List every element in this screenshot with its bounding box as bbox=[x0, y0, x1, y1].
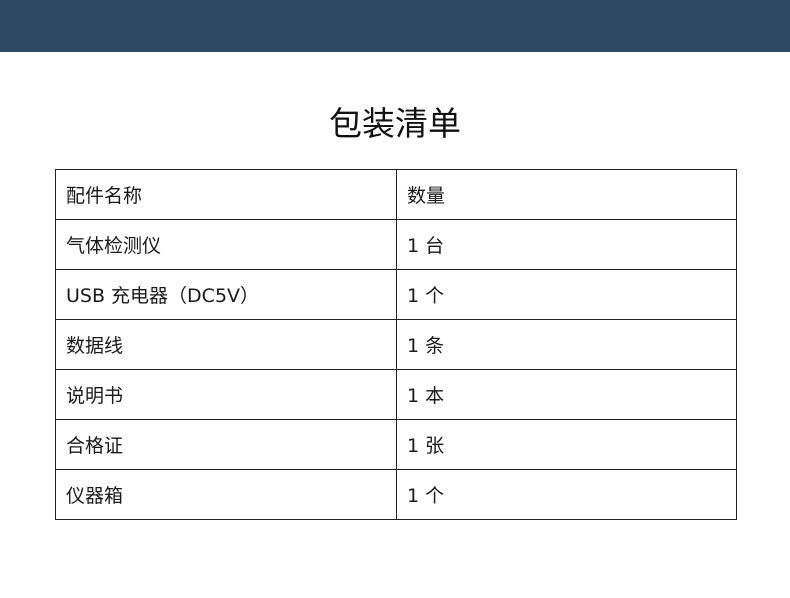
table-row: 仪器箱 1 个 bbox=[55, 469, 737, 520]
table-header-row: 配件名称 数量 bbox=[55, 169, 737, 220]
item-name: 说明书 bbox=[55, 369, 397, 420]
header-quantity: 数量 bbox=[396, 169, 737, 220]
item-quantity: 1 台 bbox=[396, 219, 737, 270]
item-name: 数据线 bbox=[55, 319, 397, 370]
packing-list-table: 配件名称 数量 气体检测仪 1 台 USB 充电器（DC5V） 1 个 数据线 … bbox=[55, 169, 737, 520]
item-name: 仪器箱 bbox=[55, 469, 397, 520]
item-quantity: 1 个 bbox=[396, 469, 737, 520]
item-quantity: 1 条 bbox=[396, 319, 737, 370]
item-name: USB 充电器（DC5V） bbox=[55, 269, 397, 320]
page-title: 包装清单 bbox=[329, 104, 461, 143]
item-name: 合格证 bbox=[55, 419, 397, 470]
header-bar bbox=[0, 0, 790, 52]
table-row: 说明书 1 本 bbox=[55, 369, 737, 420]
item-quantity: 1 个 bbox=[396, 269, 737, 320]
item-quantity: 1 本 bbox=[396, 369, 737, 420]
item-name: 气体检测仪 bbox=[55, 219, 397, 270]
header-item-name: 配件名称 bbox=[55, 169, 397, 220]
table-row: 合格证 1 张 bbox=[55, 419, 737, 470]
table-row: USB 充电器（DC5V） 1 个 bbox=[55, 269, 737, 320]
item-quantity: 1 张 bbox=[396, 419, 737, 470]
table-row: 气体检测仪 1 台 bbox=[55, 219, 737, 270]
table-row: 数据线 1 条 bbox=[55, 319, 737, 370]
